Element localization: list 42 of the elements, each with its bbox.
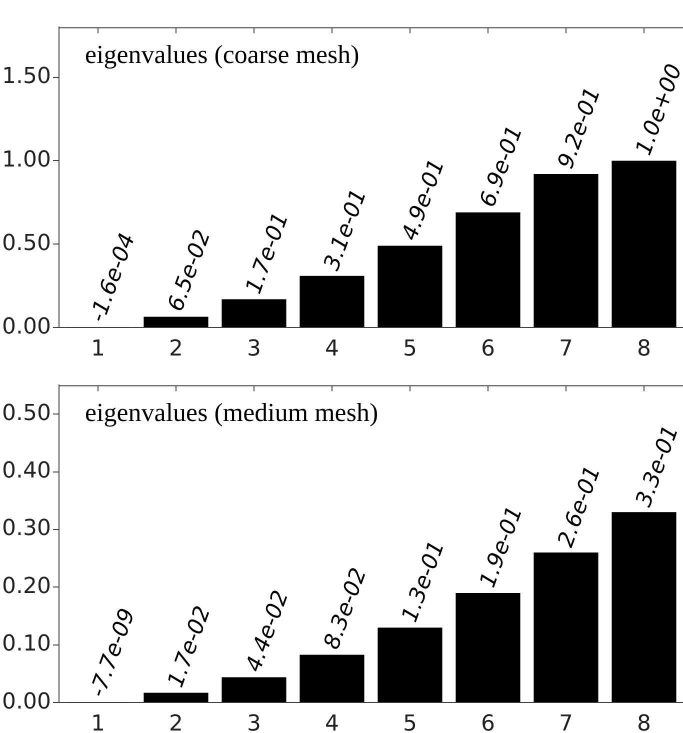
bar xyxy=(222,677,286,702)
y-tick-label: 0.50 xyxy=(2,400,51,426)
x-tick-label: 8 xyxy=(637,336,651,362)
bar xyxy=(612,160,676,328)
bar xyxy=(534,552,598,702)
x-tick-label: 7 xyxy=(558,336,573,362)
x-tick-label: 5 xyxy=(402,712,417,733)
text: eigenvalues (medium mesh) xyxy=(84,398,378,428)
x-tick-label: 5 xyxy=(402,336,417,362)
bar xyxy=(378,628,442,702)
y-tick-label: 1.00 xyxy=(2,147,51,172)
x-tick-label: 2 xyxy=(168,336,183,362)
y-tick-label: 0.00 xyxy=(2,314,51,340)
x-tick-label: 1 xyxy=(90,712,105,733)
bar xyxy=(378,246,442,328)
bar xyxy=(612,512,676,702)
bar xyxy=(144,316,208,328)
y-tick-label: 0.30 xyxy=(2,516,51,542)
x-tick-label: 2 xyxy=(168,712,183,733)
x-tick-label: 6 xyxy=(480,712,495,733)
text: eigenvalues (coarse mesh) xyxy=(84,40,360,70)
x-tick-label: 3 xyxy=(246,336,261,362)
y-tick-label: 0.50 xyxy=(2,230,51,256)
y-tick-label: 0.10 xyxy=(2,632,51,657)
y-tick-label: 0.40 xyxy=(2,458,51,484)
bar xyxy=(300,276,364,328)
x-tick-label: 8 xyxy=(637,712,651,733)
x-tick-label: 3 xyxy=(246,712,261,733)
bar xyxy=(300,654,364,702)
y-tick-label: 1.50 xyxy=(2,64,51,89)
bar xyxy=(456,212,520,328)
x-tick-label: 6 xyxy=(480,336,495,362)
bar xyxy=(222,299,286,328)
bar xyxy=(534,174,598,328)
x-tick-label: 4 xyxy=(324,712,339,733)
bar xyxy=(144,692,208,702)
bar xyxy=(456,592,520,702)
x-tick-label: 7 xyxy=(558,712,573,733)
y-tick-label: 0.20 xyxy=(2,574,51,599)
x-tick-label: 1 xyxy=(90,336,105,362)
x-tick-label: 4 xyxy=(324,336,339,362)
y-tick-label: 0.00 xyxy=(2,689,51,714)
